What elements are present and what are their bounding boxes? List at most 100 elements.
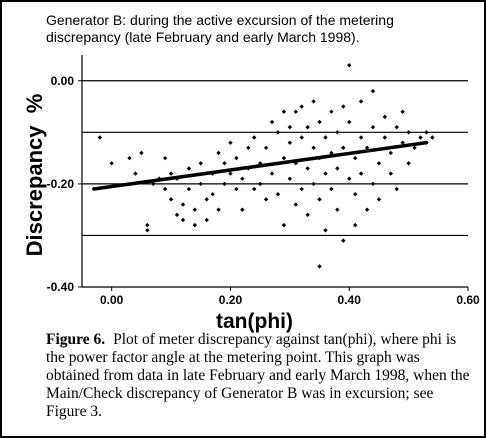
data-point bbox=[275, 130, 281, 135]
data-point bbox=[388, 171, 393, 176]
data-point bbox=[293, 109, 298, 114]
data-point bbox=[240, 176, 245, 181]
data-point bbox=[162, 186, 168, 192]
data-point bbox=[406, 161, 411, 166]
data-point bbox=[109, 161, 114, 166]
data-point bbox=[430, 135, 435, 140]
data-point bbox=[412, 145, 417, 150]
data-point bbox=[317, 264, 322, 269]
x-tick-label-1: 0.20 bbox=[219, 293, 243, 307]
chart-title: Generator B: during the active excursion… bbox=[46, 12, 394, 45]
data-point bbox=[400, 140, 405, 145]
data-point bbox=[186, 166, 192, 171]
data-point bbox=[263, 145, 269, 150]
data-point bbox=[246, 145, 251, 150]
data-point bbox=[364, 207, 370, 212]
data-point bbox=[192, 222, 198, 228]
y-tick-label-1: -0.20 bbox=[47, 177, 75, 191]
data-point bbox=[162, 155, 168, 161]
data-point bbox=[252, 135, 257, 140]
figure-label: Figure 6. bbox=[46, 331, 106, 348]
data-point bbox=[376, 161, 382, 166]
data-point bbox=[234, 155, 239, 161]
data-point bbox=[97, 135, 103, 140]
data-point bbox=[364, 145, 370, 150]
data-point bbox=[358, 99, 364, 104]
data-point bbox=[139, 150, 144, 156]
data-point bbox=[299, 104, 304, 109]
data-point bbox=[400, 109, 405, 114]
data-point bbox=[174, 212, 180, 218]
data-point bbox=[234, 186, 239, 192]
data-point bbox=[317, 197, 322, 202]
data-point bbox=[299, 135, 304, 140]
data-point bbox=[394, 186, 399, 192]
data-point bbox=[222, 161, 227, 166]
data-point bbox=[145, 228, 150, 233]
data-point bbox=[228, 171, 233, 176]
data-point bbox=[394, 124, 399, 130]
data-point bbox=[275, 192, 281, 197]
trendline-group bbox=[92, 140, 429, 191]
data-point bbox=[198, 161, 203, 166]
data-point bbox=[299, 186, 304, 192]
data-point bbox=[269, 119, 275, 125]
data-point bbox=[358, 135, 364, 140]
data-point bbox=[204, 217, 209, 223]
data-point bbox=[382, 114, 388, 120]
data-point bbox=[127, 155, 132, 161]
data-point bbox=[311, 99, 316, 104]
data-point bbox=[352, 222, 358, 228]
data-point bbox=[281, 155, 287, 161]
data-point bbox=[418, 135, 423, 140]
data-point bbox=[424, 130, 429, 135]
data-point bbox=[370, 88, 376, 94]
data-point bbox=[370, 124, 376, 130]
y-tick-label-0: 0.00 bbox=[51, 74, 75, 88]
data-point bbox=[406, 130, 411, 135]
axes bbox=[78, 55, 469, 291]
data-point bbox=[352, 155, 358, 161]
data-point bbox=[305, 124, 310, 130]
data-point bbox=[263, 197, 269, 202]
data-point bbox=[287, 124, 293, 130]
data-point bbox=[347, 176, 352, 181]
data-point bbox=[293, 202, 298, 207]
data-point bbox=[269, 171, 275, 176]
y-axis-label: Discrepancy % bbox=[22, 93, 47, 257]
data-point bbox=[335, 207, 340, 212]
data-point bbox=[347, 63, 352, 68]
x-axis-label: tan(phi) bbox=[216, 310, 293, 333]
data-point bbox=[216, 207, 221, 212]
data-point bbox=[281, 109, 287, 114]
data-point bbox=[329, 109, 334, 114]
data-point bbox=[180, 202, 186, 207]
data-point bbox=[347, 119, 352, 125]
data-point bbox=[240, 207, 245, 212]
figure-caption: Figure 6. Plot of meter discrepancy again… bbox=[46, 331, 472, 421]
data-point bbox=[133, 171, 138, 176]
data-point bbox=[168, 171, 174, 176]
data-point bbox=[305, 166, 310, 171]
data-point bbox=[358, 171, 364, 176]
data-point bbox=[287, 140, 293, 145]
data-point bbox=[323, 228, 328, 233]
data-point bbox=[352, 192, 358, 197]
data-point bbox=[329, 186, 334, 192]
data-point bbox=[311, 145, 316, 150]
data-point bbox=[287, 176, 293, 181]
data-point bbox=[305, 212, 310, 218]
data-point bbox=[341, 238, 346, 243]
data-point bbox=[216, 150, 221, 156]
data-point bbox=[376, 197, 382, 202]
data-point bbox=[210, 192, 215, 197]
data-point bbox=[341, 145, 346, 150]
data-point bbox=[311, 181, 316, 187]
data-point bbox=[145, 222, 150, 228]
data-point bbox=[323, 171, 328, 176]
data-point bbox=[370, 181, 376, 187]
data-point bbox=[335, 130, 340, 135]
data-point bbox=[151, 181, 156, 187]
data-point bbox=[281, 222, 287, 228]
